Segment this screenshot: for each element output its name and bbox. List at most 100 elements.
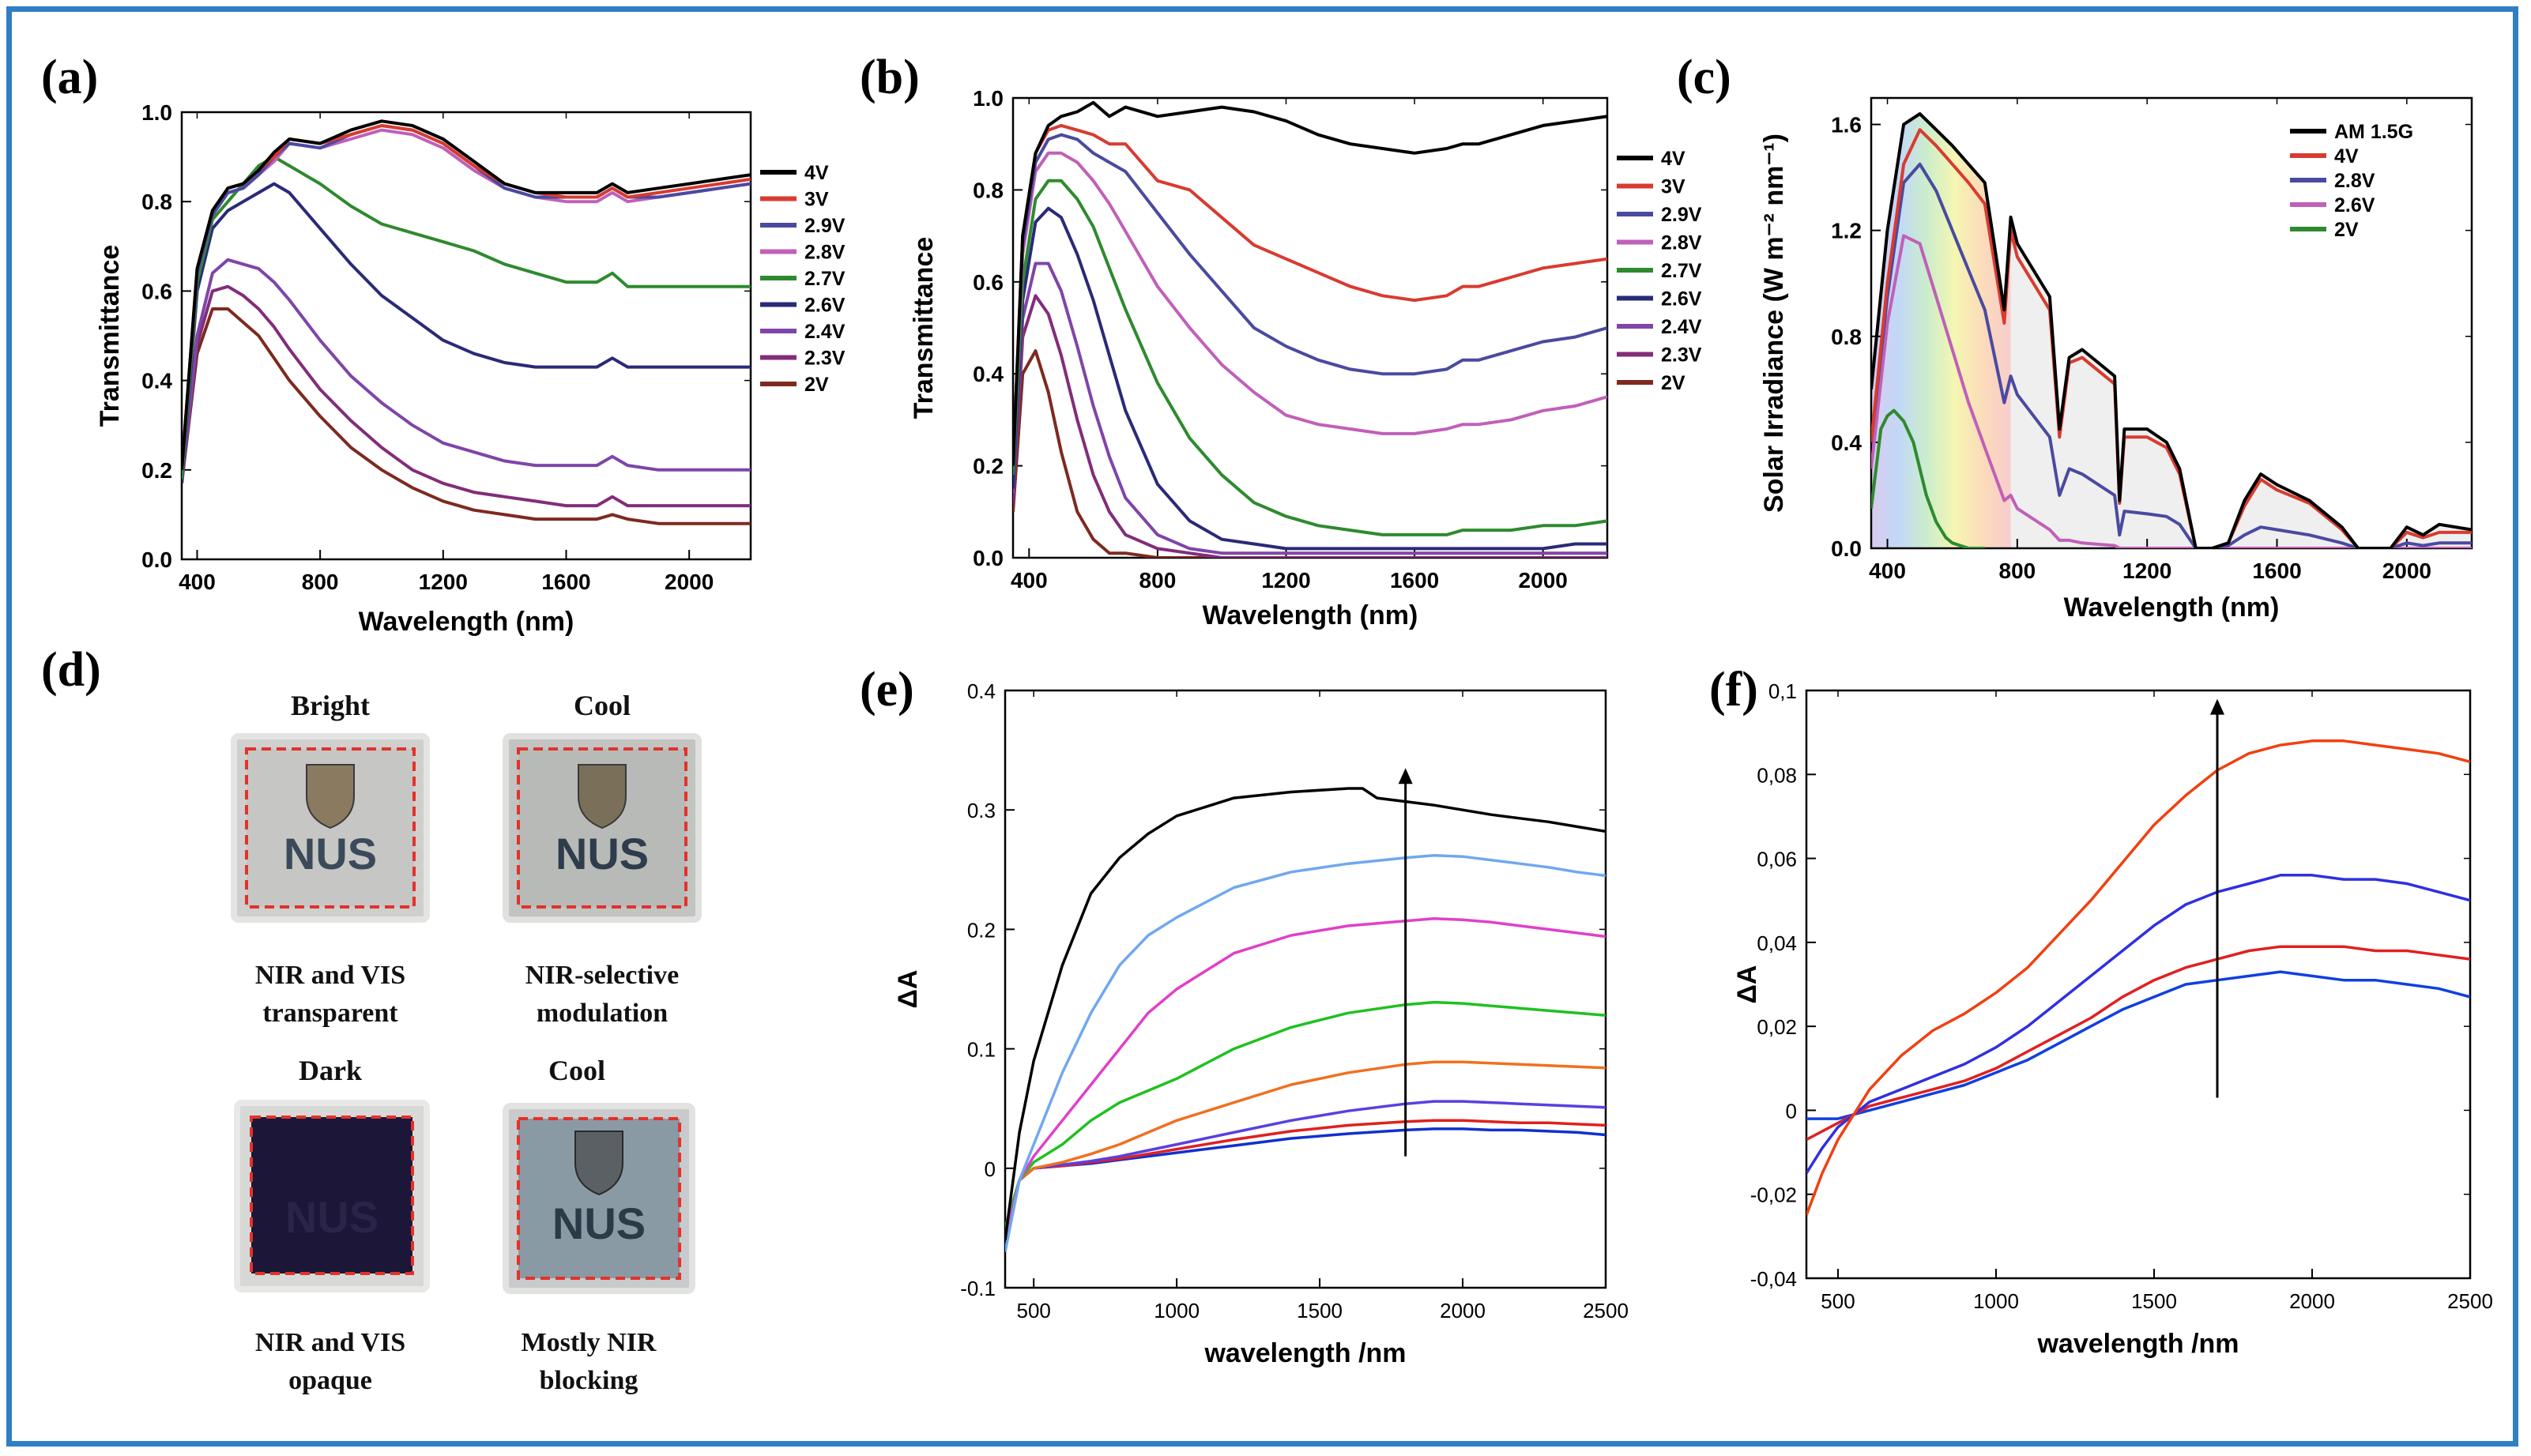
y-tick-label: -0.1 — [960, 1277, 996, 1300]
y-tick-label: 1.0 — [973, 86, 1004, 111]
y-tick-label: 0,04 — [1757, 931, 1797, 955]
chart-f-delta-absorbance: 500 1000 1500 2000 2500 -0,04 -0,02 0 0,02 0,04 0,… — [1732, 679, 2493, 1359]
photo-cool-nir-blocking: Cool NUS Mostly NIR blocking — [503, 1055, 695, 1395]
y-tick-label: 0.4 — [141, 369, 172, 393]
x-tick-label: 1600 — [1390, 568, 1439, 593]
panel-label-f: (f) — [1709, 663, 1758, 717]
figure-frame — [6, 6, 2518, 1447]
legend-label: 2V — [804, 374, 829, 396]
photo-caption-line2: blocking — [540, 1366, 638, 1395]
photo-caption-line1: NIR-selective — [525, 961, 679, 990]
series-line-orange — [1005, 1060, 1606, 1228]
y-tick-label: 0,1 — [1768, 679, 1797, 703]
series-line-2-8V — [1871, 162, 2472, 548]
y-tick-label: 0.4 — [973, 362, 1004, 386]
legend-label: 2.9V — [1661, 204, 1702, 226]
y-axis-label: Transmittance — [909, 237, 939, 419]
trend-arrow-head — [2210, 698, 2224, 715]
legend-label: 2.6V — [1661, 288, 1702, 310]
series-line-2-6V — [1871, 234, 2472, 548]
x-tick-label: 1000 — [1154, 1299, 1200, 1322]
nus-logo: NUS — [552, 1198, 646, 1248]
x-tick-label: 500 — [1821, 1289, 1855, 1313]
panel-label-b: (b) — [860, 51, 920, 104]
series-line-blue — [1005, 1127, 1606, 1228]
y-tick-label: 0,08 — [1757, 763, 1797, 787]
x-tick-label: 2500 — [1583, 1299, 1629, 1322]
legend-label: 2.4V — [1661, 316, 1702, 338]
y-axis-label: ΔA — [893, 970, 923, 1009]
visible-spectrum-shading — [1871, 114, 2011, 549]
y-tick-label: 0 — [1786, 1099, 1797, 1123]
x-tick-label: 1200 — [2122, 559, 2171, 583]
chart-e-delta-absorbance: 500 1000 1500 2000 2500 -0.1 0 0.1 0.2 0.3 0.4 wave… — [893, 679, 1629, 1368]
x-axis-label: Wavelength (nm) — [359, 607, 574, 637]
x-axis-label: wavelength /nm — [2036, 1329, 2239, 1359]
y-tick-label: 0.2 — [967, 918, 996, 942]
y-tick-label: 0,06 — [1757, 848, 1797, 871]
y-tick-label: 0.8 — [1831, 325, 1862, 349]
y-tick-label: 0.2 — [973, 454, 1004, 479]
photo-dark: Dark NUS NIR and VIS opaque — [234, 1055, 430, 1395]
series-line-light-blue — [1005, 853, 1606, 1252]
chart-b-transmittance: 400 800 1200 1600 2000 0.0 0.2 0.4 0.6 0.8 1.0 Wave… — [909, 86, 1702, 630]
legend-label: 2.3V — [1661, 344, 1702, 367]
nir-shading — [2010, 216, 2472, 548]
photo-caption-line1: Mostly NIR — [522, 1328, 657, 1357]
photo-title: Cool — [574, 690, 631, 721]
chart-c-solar-irradiance: 400 800 1200 1600 2000 0.0 0.4 0.8 1.2 1.6 Wavelen… — [1759, 96, 2473, 623]
x-tick-label: 800 — [1139, 568, 1177, 593]
photo-caption-line1: NIR and VIS — [255, 961, 405, 990]
nus-logo: NUS — [556, 829, 649, 878]
series-line-magenta — [1005, 917, 1606, 1240]
y-tick-label: 1.6 — [1831, 113, 1862, 137]
series-group — [182, 119, 751, 525]
series-line-blue — [1806, 970, 2470, 1120]
legend-label: 2.7V — [804, 268, 846, 290]
trend-arrow-head — [1398, 768, 1413, 784]
y-tick-label: 0.0 — [1831, 536, 1862, 561]
x-tick-label: 1600 — [2252, 559, 2301, 583]
series-line-purple-blue — [1005, 1100, 1606, 1228]
photo-cool-nir-selective: Cool NUS NIR-selective modulation — [503, 690, 702, 1028]
x-tick-label: 400 — [1869, 559, 1906, 583]
y-tick-label: 0.2 — [141, 458, 172, 483]
series-line-3V — [1013, 123, 1607, 466]
x-tick-label: 2000 — [665, 570, 714, 594]
legend-label: 2.8V — [2334, 170, 2375, 192]
legend-label: 2V — [1661, 372, 1685, 394]
y-tick-label: 0.6 — [141, 279, 172, 303]
panel-label-a: (a) — [41, 51, 98, 104]
plot-frame — [1805, 689, 2472, 1280]
series-line-orange-red — [1806, 739, 2470, 1216]
series-line-2V — [1871, 408, 1985, 548]
y-axis-label: Solar Irradiance (W m⁻² nm⁻¹) — [1759, 134, 1789, 513]
x-tick-label: 800 — [1999, 559, 2036, 583]
photo-caption-line2: modulation — [537, 999, 668, 1028]
x-tick-label: 1000 — [1973, 1289, 2019, 1313]
x-axis-label: wavelength /nm — [1203, 1338, 1406, 1368]
y-tick-label: 0 — [985, 1157, 996, 1181]
y-tick-label: 1.0 — [141, 100, 172, 125]
series-line-2-6V — [182, 182, 751, 483]
y-tick-label: 0.1 — [967, 1038, 996, 1062]
legend-label: 4V — [804, 162, 829, 184]
x-tick-label: 1200 — [419, 570, 468, 594]
nus-logo: NUS — [284, 829, 377, 878]
series-line-AM-1-5G — [1871, 112, 2472, 548]
nus-logo: NUS — [285, 1192, 379, 1242]
y-tick-label: 0.8 — [973, 178, 1004, 202]
series-line-2V — [182, 307, 751, 525]
x-tick-label: 1500 — [2131, 1289, 2177, 1313]
series-line-2V — [1013, 349, 1607, 558]
legend-label: 2.3V — [804, 348, 846, 370]
series-line-2-9V — [182, 124, 751, 470]
y-tick-label: 0.4 — [967, 679, 996, 703]
x-tick-label: 1600 — [541, 570, 590, 594]
series-line-2-7V — [182, 155, 751, 480]
x-tick-label: 2000 — [1440, 1299, 1486, 1322]
sample-photos: Bright NUS NIR and VIS transparent Cool … — [231, 690, 702, 1395]
series-line-4V — [182, 119, 751, 470]
legend-label: 2.6V — [804, 295, 846, 317]
legend-label: 3V — [804, 189, 829, 211]
